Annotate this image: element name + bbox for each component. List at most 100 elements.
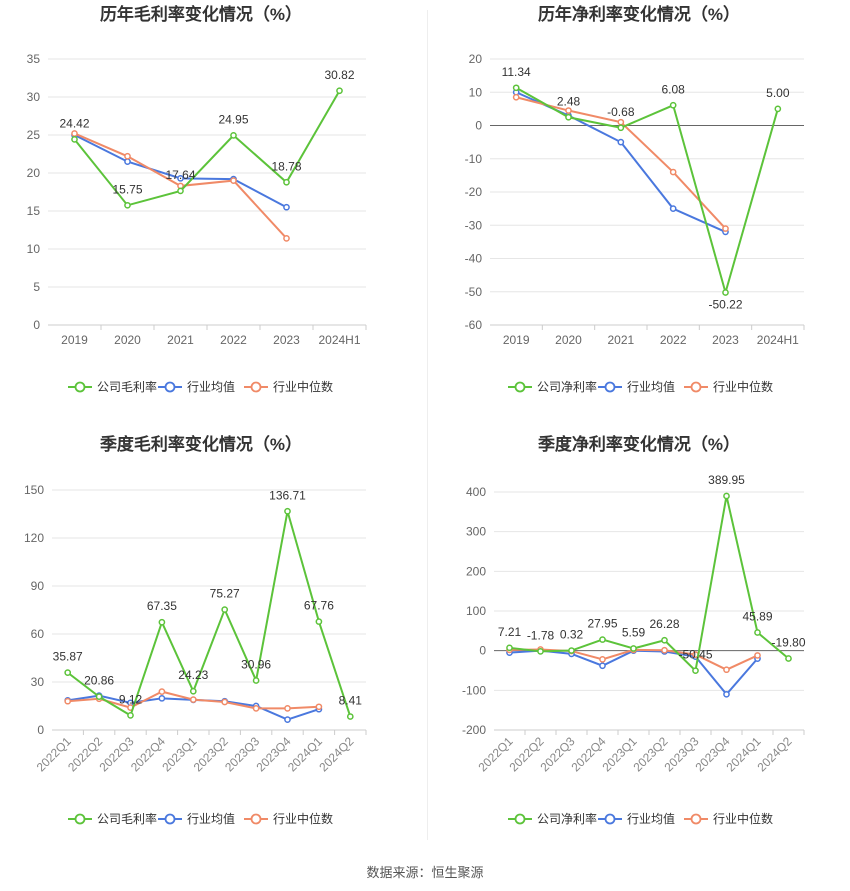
y-tick-label: -60 [465,318,483,332]
legend-marker [604,813,616,825]
data-point-company[interactable] [754,629,761,636]
data-point-median[interactable] [252,705,260,712]
legend-item-company[interactable]: 公司毛利率 [68,379,157,394]
data-point-company[interactable] [723,492,730,500]
data-point-company[interactable] [692,667,699,675]
y-tick-label: 15 [27,204,41,218]
data-point-median[interactable] [158,688,166,695]
data-point-avg[interactable] [284,716,291,723]
x-tick-label: 2024H1 [757,333,799,347]
legend-marker [164,813,176,825]
legend-item-avg[interactable]: 行业均值 [158,379,235,394]
x-tick-label: 2019 [61,333,88,347]
legend-label: 公司毛利率 [97,811,157,826]
legend-item-median[interactable]: 行业中位数 [684,811,773,826]
data-point-company[interactable] [127,712,134,719]
data-label: 389.95 [708,473,745,487]
legend-item-median[interactable]: 行业中位数 [684,379,773,394]
y-tick-label: 120 [24,531,44,545]
data-label: 27.95 [587,617,617,631]
data-point-company[interactable] [283,178,290,186]
legend-item-company[interactable]: 公司净利率 [508,811,597,826]
data-point-avg[interactable] [177,174,184,182]
chart-annual-net-margin: 历年净利率变化情况（%） -60 -50 -40 -30 -20 -10 0 10 20 2019 2… [428,0,850,410]
data-point-company[interactable] [177,187,184,195]
data-point-avg[interactable] [158,694,166,702]
data-point-median[interactable] [754,652,761,659]
y-tick-label: 20 [469,52,483,66]
series-line-avg [509,649,759,696]
data-point-median[interactable] [315,703,323,711]
x-tick-label: 2019 [503,333,530,347]
chart-svg: 历年净利率变化情况（%） -60 -50 -40 -30 -20 -10 0 10 20 2019 2… [465,4,805,394]
legend-item-median[interactable]: 行业中位数 [244,379,333,394]
data-point-median[interactable] [221,698,229,706]
x-tick-label: 2022 [220,333,247,347]
data-point-company[interactable] [346,713,354,720]
data-point-median[interactable] [617,118,625,126]
data-point-company[interactable] [512,84,520,92]
legend-marker [690,813,702,825]
data-point-median[interactable] [661,646,668,654]
data-point-company[interactable] [617,124,625,132]
data-point-median[interactable] [722,225,729,232]
data-point-median[interactable] [512,93,520,101]
data-point-median[interactable] [230,177,237,184]
x-tick-label: 2021 [607,333,634,347]
data-point-company[interactable] [124,201,131,209]
data-point-company[interactable] [506,644,513,652]
data-point-company[interactable] [95,693,103,700]
y-tick-label: 25 [27,128,41,142]
data-point-avg[interactable] [283,203,290,211]
data-point-company[interactable] [599,636,606,643]
x-tick-label: 2021 [167,333,194,347]
data-point-company[interactable] [565,113,572,121]
legend-item-company[interactable]: 公司毛利率 [68,811,157,826]
data-point-median[interactable] [565,107,572,114]
data-point-company[interactable] [722,289,729,296]
data-point-company[interactable] [221,606,229,613]
data-point-avg[interactable] [617,138,625,146]
data-point-company[interactable] [71,136,78,143]
data-label: 67.35 [147,599,177,613]
data-point-company[interactable] [158,618,166,626]
data-point-median[interactable] [723,666,730,674]
data-point-median[interactable] [189,696,197,703]
legend-label: 行业均值 [187,379,235,394]
data-point-company[interactable] [189,687,197,695]
y-tick-label: 200 [466,564,486,578]
data-point-median[interactable] [599,656,606,663]
chart-svg: 季度净利率变化情况（%）-200-10001002003004002022Q12… [462,434,806,826]
data-point-company[interactable] [669,101,677,109]
legend-item-avg[interactable]: 行业均值 [598,379,675,394]
data-point-median[interactable] [669,168,677,176]
legend-item-median[interactable]: 行业中位数 [244,811,333,826]
data-point-company[interactable] [537,648,544,655]
data-point-company[interactable] [785,655,792,662]
data-point-company[interactable] [630,645,637,652]
data-point-company[interactable] [661,636,668,644]
data-point-company[interactable] [284,507,291,515]
data-point-company[interactable] [252,677,260,684]
legend-item-avg[interactable]: 行业均值 [158,811,235,826]
y-tick-label: 0 [479,644,486,658]
data-point-median[interactable] [283,235,290,242]
legend-item-company[interactable]: 公司净利率 [508,379,597,394]
data-point-median[interactable] [124,152,131,160]
data-point-avg[interactable] [599,662,606,670]
data-point-company[interactable] [568,647,575,654]
data-point-avg[interactable] [723,690,730,698]
data-point-median[interactable] [71,130,78,137]
data-point-company[interactable] [774,105,782,113]
data-point-company[interactable] [230,132,237,139]
data-point-avg[interactable] [669,205,677,212]
data-point-median[interactable] [64,697,72,705]
data-point-company[interactable] [315,618,323,625]
legend-item-avg[interactable]: 行业均值 [598,811,675,826]
legend-label: 行业均值 [187,811,235,826]
data-point-company[interactable] [336,87,343,95]
data-point-avg[interactable] [124,158,131,165]
legend-label: 公司净利率 [537,379,597,394]
data-point-median[interactable] [284,705,291,712]
data-point-company[interactable] [64,669,72,676]
